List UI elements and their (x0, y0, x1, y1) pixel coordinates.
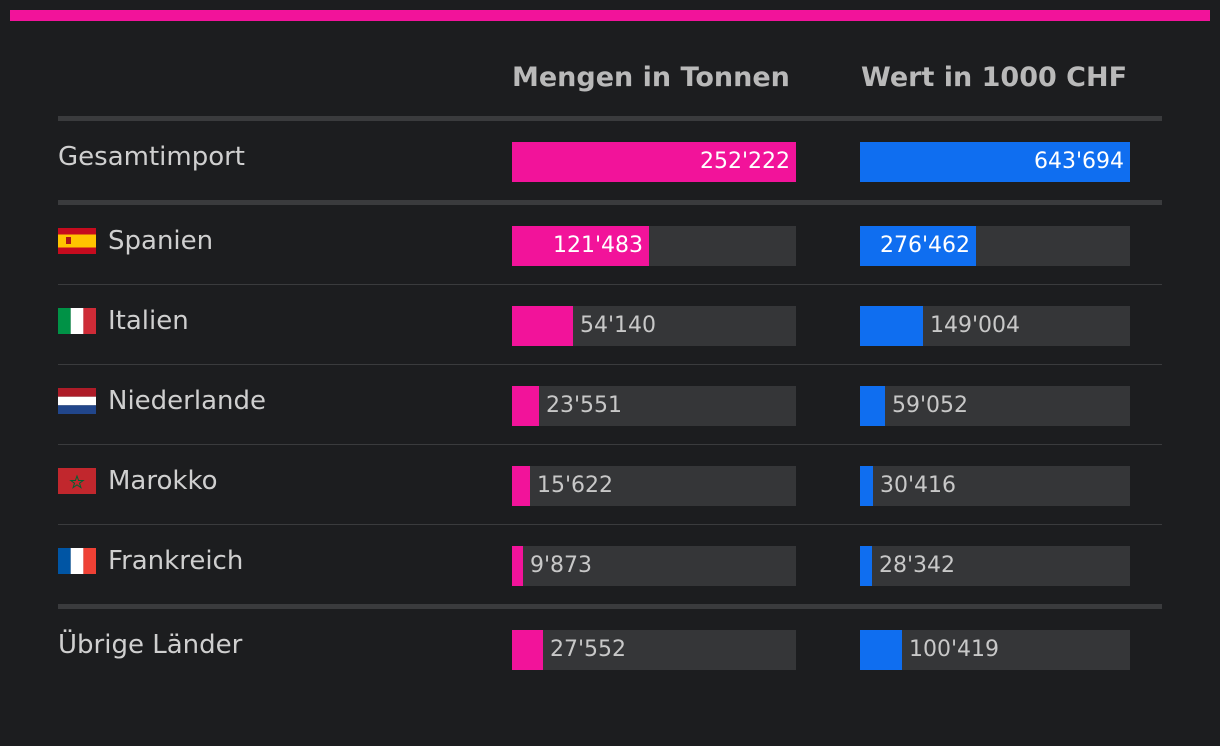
row-label: Gesamtimport (58, 142, 245, 172)
value-bar-track: 100'419 (860, 630, 1130, 670)
netherlands-flag-icon (58, 388, 96, 414)
quantity-bar (512, 226, 649, 266)
row-label-text: Italien (108, 306, 189, 336)
value-data-label: 30'416 (880, 473, 957, 498)
quantity-bar (512, 630, 543, 670)
country-row: Italien 54'140 149'004 (58, 284, 1162, 364)
quantity-data-label: 121'483 (552, 233, 643, 258)
row-label: Übrige Länder (58, 630, 242, 660)
value-data-label: 149'004 (930, 313, 1021, 338)
value-bar-track: 149'004 (860, 306, 1130, 346)
row-label-text: Spanien (108, 226, 214, 256)
spain-flag-icon (58, 228, 96, 254)
value-data-label: 100'419 (909, 637, 1000, 662)
row-label: Italien (58, 306, 189, 336)
value-bar-track: 59'052 (860, 386, 1130, 426)
quantity-data-label: 54'140 (580, 313, 657, 338)
value-bar-track: 28'342 (860, 546, 1130, 586)
quantity-bar-track: 54'140 (512, 306, 796, 346)
column-header-quantity: Mengen in Tonnen (512, 62, 790, 93)
quantity-bar-track: 23'551 (512, 386, 796, 426)
column-header-value: Wert in 1000 CHF (861, 62, 1128, 93)
row-divider (58, 444, 1162, 445)
quantity-data-label: 23'551 (546, 393, 623, 418)
value-bar (860, 226, 976, 266)
quantity-data-label: 15'622 (537, 473, 614, 498)
italy-flag-icon (58, 308, 96, 334)
row-label-text: Frankreich (108, 546, 244, 576)
row-label-text: Übrige Länder (58, 630, 243, 660)
quantity-data-label: 9'873 (530, 553, 593, 578)
quantity-bar (512, 466, 530, 506)
value-data-label: 643'694 (1033, 149, 1124, 174)
quantity-data-label: 27'552 (550, 637, 627, 662)
country-row: Spanien 121'483 276'462 (58, 204, 1162, 284)
value-bar (860, 546, 872, 586)
quantity-data-label: 252'222 (699, 149, 790, 174)
other-divider (58, 604, 1162, 609)
country-row: Frankreich 9'873 28'342 (58, 524, 1162, 604)
value-data-label: 276'462 (879, 233, 970, 258)
quantity-bar (512, 546, 523, 586)
value-bar (860, 386, 885, 426)
quantity-bar-track: 121'483 (512, 226, 796, 266)
value-bar (860, 306, 923, 346)
row-label: Spanien (58, 226, 213, 256)
row-label-text: Marokko (108, 466, 218, 496)
quantity-bar-track: 252'222 (512, 142, 796, 182)
value-bar-track: 276'462 (860, 226, 1130, 266)
total-divider (58, 200, 1162, 205)
value-bar (860, 142, 1130, 182)
row-label-text: Gesamtimport (58, 142, 245, 172)
country-row: Marokko 15'622 30'416 (58, 444, 1162, 524)
row-divider (58, 524, 1162, 525)
value-bar-track: 643'694 (860, 142, 1130, 182)
value-bar (860, 630, 902, 670)
row-divider (58, 284, 1162, 285)
morocco-flag-icon (58, 468, 96, 494)
quantity-bar-track: 9'873 (512, 546, 796, 586)
row-label: Marokko (58, 466, 217, 496)
row-divider (58, 364, 1162, 365)
value-data-label: 59'052 (892, 393, 969, 418)
accent-bar (10, 10, 1210, 21)
value-bar-track: 30'416 (860, 466, 1130, 506)
quantity-bar (512, 306, 573, 346)
row-label: Niederlande (58, 386, 266, 416)
quantity-bar (512, 142, 796, 182)
value-data-label: 28'342 (879, 553, 956, 578)
france-flag-icon (58, 548, 96, 574)
row-label: Frankreich (58, 546, 243, 576)
country-row: Niederlande 23'551 59'052 (58, 364, 1162, 444)
row-label-text: Niederlande (108, 386, 266, 416)
header-divider (58, 116, 1162, 121)
quantity-bar (512, 386, 539, 426)
total-row: Gesamtimport 252'222 643'694 (58, 120, 1162, 200)
quantity-bar-track: 27'552 (512, 630, 796, 670)
other-row: Übrige Länder 27'552 100'419 (58, 608, 1162, 688)
quantity-bar-track: 15'622 (512, 466, 796, 506)
value-bar (860, 466, 873, 506)
